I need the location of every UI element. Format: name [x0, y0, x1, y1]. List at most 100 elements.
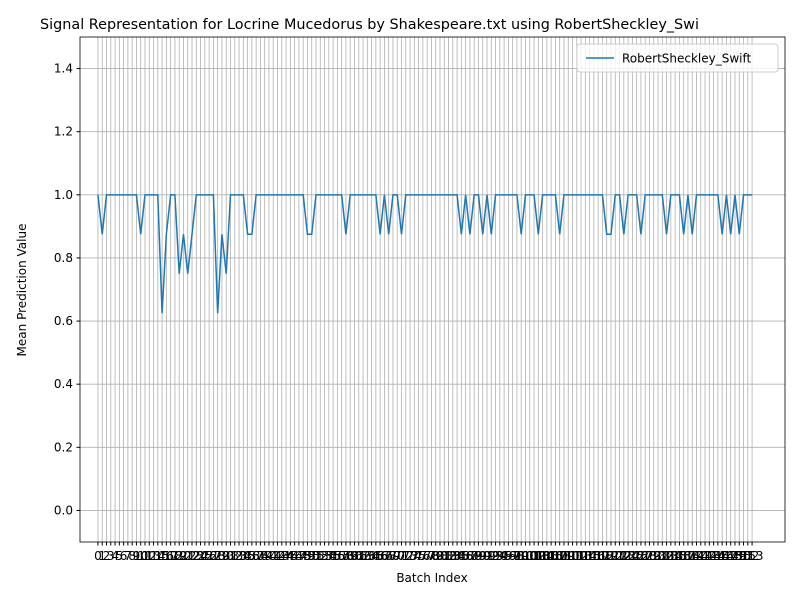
x-tick-label: 148	[719, 549, 742, 563]
y-tick-label: 1.2	[54, 125, 73, 139]
x-tick-label: 99	[514, 549, 529, 563]
x-tick-label: 2	[103, 549, 111, 563]
x-tick-label: 83	[445, 549, 460, 563]
x-tick-label: 126	[625, 549, 648, 563]
x-tick-label: 57	[334, 549, 349, 563]
x-tick-label: 81	[437, 549, 452, 563]
y-tick-label: 0.8	[54, 251, 73, 265]
x-tick-label: 18	[167, 549, 182, 563]
x-tick-label: 106	[540, 549, 563, 563]
x-tick-label: 68	[381, 549, 396, 563]
x-tick-label: 9	[133, 549, 141, 563]
x-tick-label: 132	[651, 549, 674, 563]
x-tick-label: 120	[600, 549, 623, 563]
x-tick-label: 133	[655, 549, 678, 563]
x-tick-label: 52	[313, 549, 328, 563]
x-tick-label: 44	[278, 549, 293, 563]
x-tick-label: 77	[420, 549, 435, 563]
x-tick-label: 38	[253, 549, 268, 563]
x-tick-label: 118	[591, 549, 614, 563]
x-tick-label: 100	[514, 549, 537, 563]
x-tick-label: 37	[249, 549, 264, 563]
x-tick-label: 115	[578, 549, 601, 563]
x-tick-label: 82	[441, 549, 456, 563]
x-tick-label: 112	[565, 549, 588, 563]
x-tick-label: 36	[244, 549, 259, 563]
x-tick-label: 73	[402, 549, 417, 563]
x-tick-label: 60	[347, 549, 362, 563]
x-tick-label: 5	[116, 549, 124, 563]
x-tick-label: 86	[458, 549, 473, 563]
x-tick-label: 30	[219, 549, 234, 563]
x-tick-label: 76	[415, 549, 430, 563]
x-tick-label: 137	[672, 549, 695, 563]
chart-title: Signal Representation for Locrine Mucedo…	[40, 17, 699, 33]
x-tick-label: 70	[390, 549, 405, 563]
x-tick-label: 151	[732, 549, 755, 563]
x-tick-label: 14	[150, 549, 165, 563]
x-tick-label: 10	[133, 549, 148, 563]
x-tick-label: 143	[698, 549, 721, 563]
x-tick-label: 64	[364, 549, 379, 563]
x-tick-label: 127	[629, 549, 652, 563]
x-tick-label: 146	[711, 549, 734, 563]
y-tick-label: 1.0	[54, 188, 73, 202]
x-tick-label: 122	[608, 549, 631, 563]
plot-frame	[79, 36, 786, 543]
x-tick-label: 87	[462, 549, 477, 563]
x-tick-label: 135	[664, 549, 687, 563]
x-tick-label: 40	[261, 549, 276, 563]
x-tick-label: 13	[146, 549, 161, 563]
x-tick-label: 20	[176, 549, 191, 563]
x-tick-label: 108	[548, 549, 571, 563]
x-tick-label: 16	[159, 549, 174, 563]
x-tick-label: 28	[210, 549, 225, 563]
x-tick-label: 109	[553, 549, 576, 563]
x-tick-label: 41	[266, 549, 281, 563]
x-tick-label: 61	[351, 549, 366, 563]
x-tick-label: 59	[343, 549, 358, 563]
x-tick-label: 0	[94, 549, 102, 563]
x-tick-label: 91	[479, 549, 494, 563]
x-tick-label: 48	[296, 549, 311, 563]
x-tick-label: 1	[98, 549, 106, 563]
x-tick-label: 145	[706, 549, 729, 563]
x-tick-label: 49	[300, 549, 315, 563]
x-tick-label: 23	[189, 549, 204, 563]
x-tick-label: 43	[274, 549, 289, 563]
x-tick-label: 94	[492, 549, 507, 563]
x-tick-label: 4	[111, 549, 119, 563]
x-tick-label: 24	[193, 549, 208, 563]
x-tick-label: 63	[360, 549, 375, 563]
x-tick-label: 144	[702, 549, 725, 563]
x-tick-label: 34	[236, 549, 251, 563]
x-tick-label: 8	[128, 549, 136, 563]
x-tick-label: 32	[227, 549, 242, 563]
x-tick-label: 103	[527, 549, 550, 563]
x-tick-label: 102	[523, 549, 546, 563]
x-tick-label: 149	[724, 549, 747, 563]
x-tick-label: 25	[197, 549, 212, 563]
x-tick-label: 97	[505, 549, 520, 563]
x-tick-label: 11	[137, 549, 152, 563]
x-tick-label: 55	[325, 549, 340, 563]
x-tick-label: 85	[454, 549, 469, 563]
x-tick-label: 105	[535, 549, 558, 563]
x-tick-label: 114	[574, 549, 597, 563]
x-tick-label: 119	[595, 549, 618, 563]
x-tick-label: 19	[172, 549, 187, 563]
x-tick-label: 141	[689, 549, 712, 563]
x-tick-label: 95	[496, 549, 511, 563]
x-tick-label: 66	[372, 549, 387, 563]
x-tick-label: 123	[612, 549, 635, 563]
x-tick-label: 153	[741, 549, 764, 563]
x-tick-label: 33	[231, 549, 246, 563]
x-tick-label: 113	[570, 549, 593, 563]
y-tick-label: 0.0	[54, 503, 73, 517]
x-tick-label: 104	[531, 549, 554, 563]
x-tick-label: 31	[223, 549, 238, 563]
y-axis-label: Mean Prediction Value	[15, 224, 29, 357]
x-tick-label: 147	[715, 549, 738, 563]
x-tick-label: 139	[681, 549, 704, 563]
